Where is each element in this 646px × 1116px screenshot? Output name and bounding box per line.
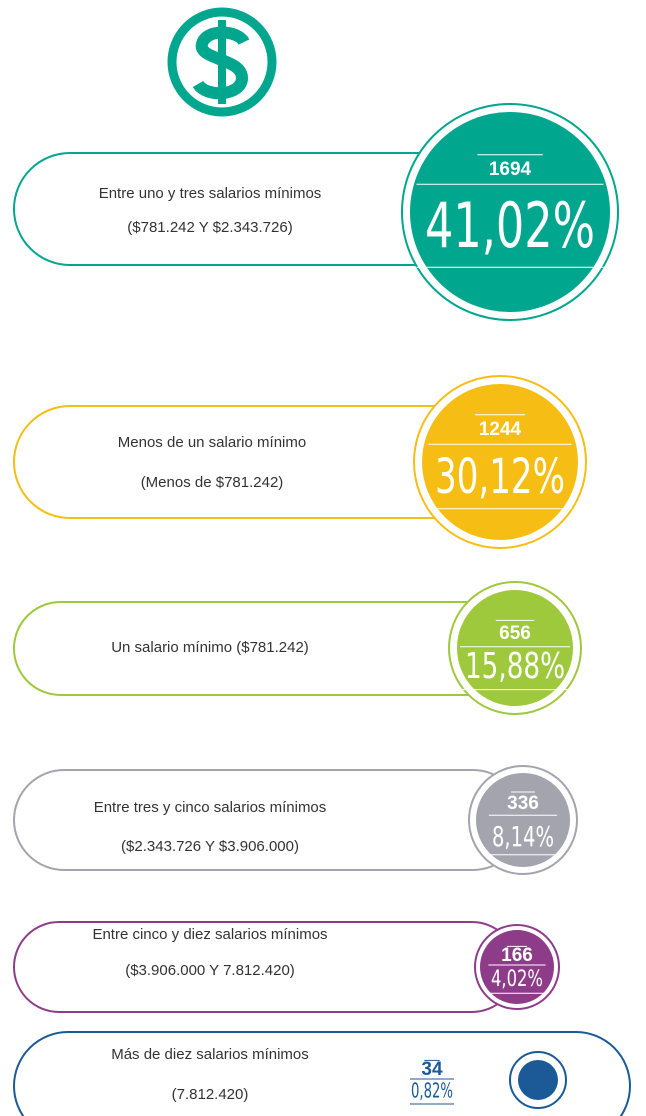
percent: 41,02% xyxy=(425,189,595,262)
circle-fill xyxy=(480,930,554,1004)
count: 166 xyxy=(501,945,533,966)
salary-item: Entre cinco y diez salarios mínimos ($3.9… xyxy=(13,921,560,1013)
percent: 8,14% xyxy=(492,820,554,853)
range-label: ($2.343.726 Y $3.906.000) xyxy=(121,838,299,855)
range-label: Más de diez salarios mínimos xyxy=(111,1046,309,1063)
circle-fill xyxy=(422,384,578,540)
dollar-icon xyxy=(167,7,277,117)
range-label: Entre cinco y diez salarios mínimos xyxy=(92,926,327,943)
percent: 4,02% xyxy=(491,967,543,992)
circle-fill xyxy=(476,773,570,867)
count: 336 xyxy=(507,793,539,814)
pill-outline xyxy=(13,769,524,871)
percent: 0,82% xyxy=(411,1079,453,1103)
circle-fill xyxy=(518,1060,558,1100)
range-label: (Menos de $781.242) xyxy=(141,474,284,491)
circle-fill xyxy=(410,112,610,312)
count: 1694 xyxy=(489,159,532,180)
salary-item: Entre tres y cinco salarios mínimos ($2.3… xyxy=(13,765,578,875)
range-label: Un salario mínimo ($781.242) xyxy=(111,639,309,656)
salary-item: Menos de un salario mínimo (Menos de $781… xyxy=(13,375,587,549)
range-label: Entre tres y cinco salarios mínimos xyxy=(94,799,327,816)
pill-outline xyxy=(13,1031,631,1116)
salary-item: Entre uno y tres salarios mínimos ($781.2… xyxy=(13,103,619,321)
range-label: ($3.906.000 Y 7.812.420) xyxy=(125,962,295,979)
range-label: Entre uno y tres salarios mínimos xyxy=(99,185,322,202)
percent: 15,88% xyxy=(465,646,565,687)
count: 1244 xyxy=(479,419,522,440)
circle-fill xyxy=(457,590,573,706)
range-label: Menos de un salario mínimo xyxy=(118,434,306,451)
range-label: ($781.242 Y $2.343.726) xyxy=(127,219,292,236)
count: 656 xyxy=(499,623,531,644)
salary-item: Más de diez salarios mínimos (7.812.420) 3… xyxy=(13,1031,631,1116)
range-label: (7.812.420) xyxy=(172,1086,249,1103)
count: 34 xyxy=(421,1059,443,1080)
percent: 30,12% xyxy=(435,449,565,505)
